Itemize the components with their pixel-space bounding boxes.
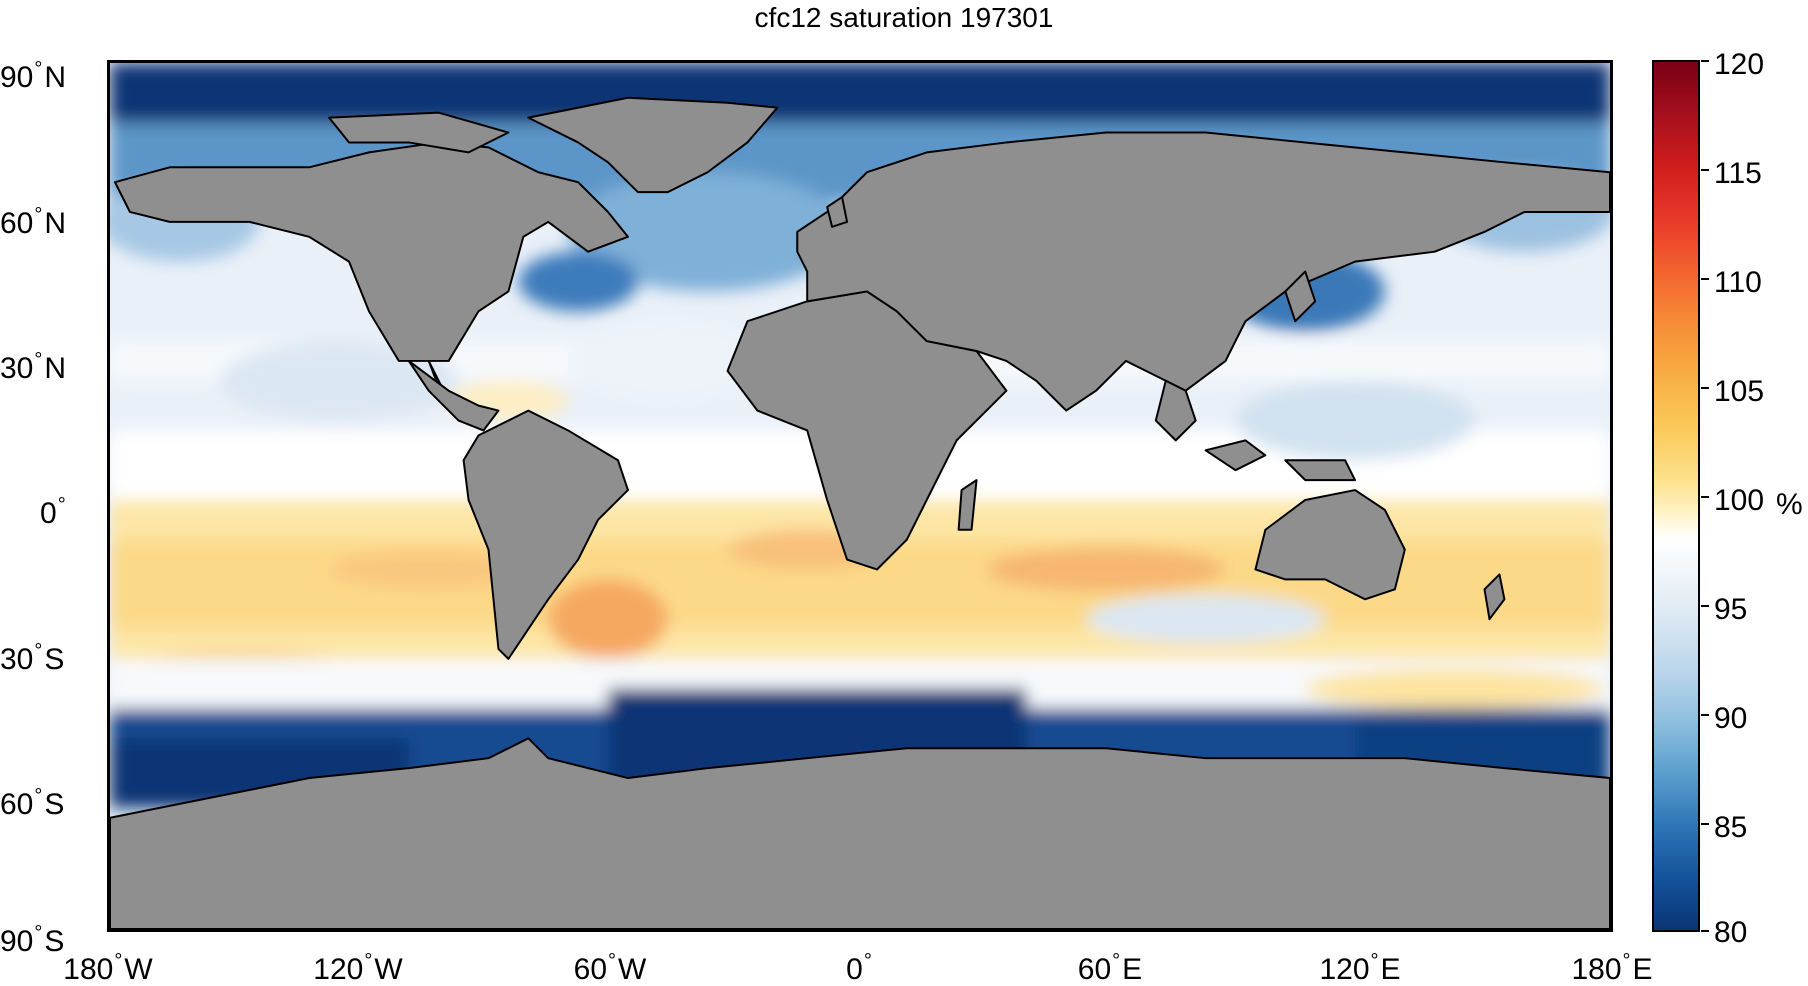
lon-label-0: 0° [846,950,872,986]
colorbar-label-90: 90 [1714,702,1748,735]
lon-label-120w: 120°W [313,950,403,986]
colorbar-tick [1701,387,1709,389]
lat-label-60s: 60°S [0,785,65,821]
saturation-map [110,63,1610,929]
lon-label-120e: 120°E [1319,950,1401,986]
colorbar-label-105: 105 [1714,375,1765,408]
colorbar-tick [1701,605,1709,607]
map-frame [107,60,1613,932]
colorbar-label-110: 110 [1714,266,1762,299]
lon-label-180e: 180°E [1571,950,1653,986]
lat-label-60n: 60°N [0,204,67,240]
map-title: cfc12 saturation 197301 [754,2,1054,33]
colorbar-label-120: 120 [1714,48,1765,81]
lon-label-60e: 60°E [1077,950,1143,986]
colorbar-label-115: 115 [1714,157,1762,190]
lat-label-0: 0° [40,494,66,530]
colorbar-tick [1701,60,1709,62]
colorbar-unit: % [1776,488,1803,521]
colorbar-label-80: 80 [1714,916,1748,949]
colorbar-tick [1701,169,1709,171]
land-masses [110,96,1610,929]
lat-label-90n: 90°N [0,58,67,94]
colorbar-tick [1701,714,1709,716]
lat-label-30s: 30°S [0,640,65,676]
colorbar [1652,60,1700,932]
colorbar-tick [1701,496,1709,498]
colorbar-label-100: 100 [1714,484,1765,517]
lon-label-180w: 180°W [63,950,153,986]
colorbar-tick [1701,823,1709,825]
lat-label-90s: 90°S [0,922,65,958]
colorbar-tick [1701,930,1709,932]
lon-label-60w: 60°W [573,950,647,986]
colorbar-label-95: 95 [1714,593,1748,626]
colorbar-label-85: 85 [1714,811,1748,844]
colorbar-tick [1701,278,1709,280]
lat-label-30n: 30°N [0,349,67,385]
